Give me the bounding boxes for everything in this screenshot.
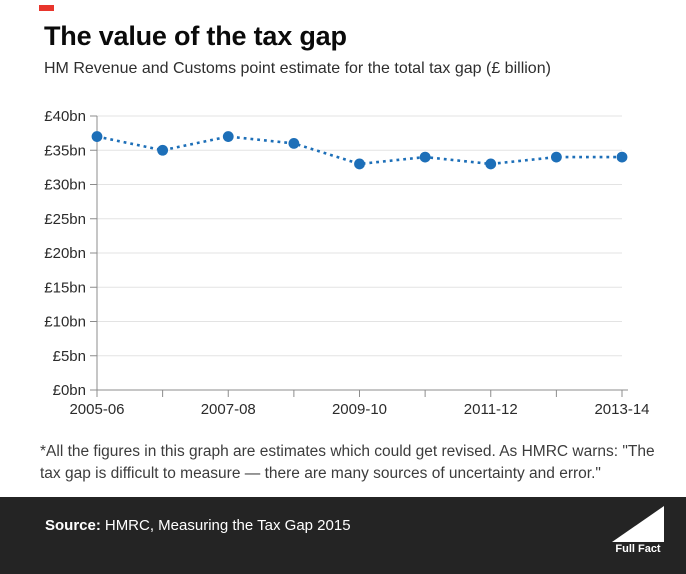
fullfact-logo-text: Full Fact xyxy=(615,543,661,555)
x-axis-label: 2005-06 xyxy=(69,401,124,418)
data-point xyxy=(419,151,431,163)
y-axis-label: £40bn xyxy=(44,108,86,125)
y-axis-label: £35bn xyxy=(44,142,86,159)
tax-gap-chart: £40bn £35bn £30bn £25bn £20bn £15bn £10bn £5bn £… xyxy=(0,95,686,425)
source-label: Source: xyxy=(45,517,101,534)
y-axis-label: £25bn xyxy=(44,211,86,228)
x-axis-label: 2011-12 xyxy=(464,401,518,418)
source-text: HMRC, Measuring the Tax Gap 2015 xyxy=(104,517,351,534)
y-axis-label: £0bn xyxy=(53,382,86,399)
data-point xyxy=(157,144,169,156)
y-axis-label: £5bn xyxy=(53,348,86,365)
x-axis-label: 2009-10 xyxy=(332,401,387,418)
page-subtitle: HM Revenue and Customs point estimate fo… xyxy=(44,60,551,77)
data-point xyxy=(485,158,497,170)
fullfact-logo: Full Fact xyxy=(612,506,664,555)
footnote-text: *All the figures in this graph are estim… xyxy=(40,443,655,483)
y-axis-label: £30bn xyxy=(44,177,86,194)
x-axis-label: 2013-14 xyxy=(594,401,649,418)
x-axis-label: 2007-08 xyxy=(201,401,256,418)
data-point xyxy=(91,131,103,142)
data-point xyxy=(616,151,628,163)
data-point xyxy=(222,131,234,142)
brand-red-dash xyxy=(39,5,54,11)
page-title: The value of the tax gap xyxy=(44,21,347,51)
data-point xyxy=(550,151,562,163)
data-point xyxy=(288,138,300,149)
tax-gap-chart-svg: £40bn £35bn £30bn £25bn £20bn £15bn £10bn £5bn £… xyxy=(44,108,649,418)
y-axis-label: £10bn xyxy=(44,314,86,331)
y-axis-label: £15bn xyxy=(44,279,86,296)
y-axis-label: £20bn xyxy=(44,245,86,262)
data-line xyxy=(96,135,622,166)
source-bar: Source: HMRC, Measuring the Tax Gap 2015 … xyxy=(0,497,686,574)
data-point xyxy=(354,158,365,170)
source-line: Source: HMRC, Measuring the Tax Gap 2015 xyxy=(45,517,351,534)
fullfact-triangle-icon xyxy=(612,506,664,542)
